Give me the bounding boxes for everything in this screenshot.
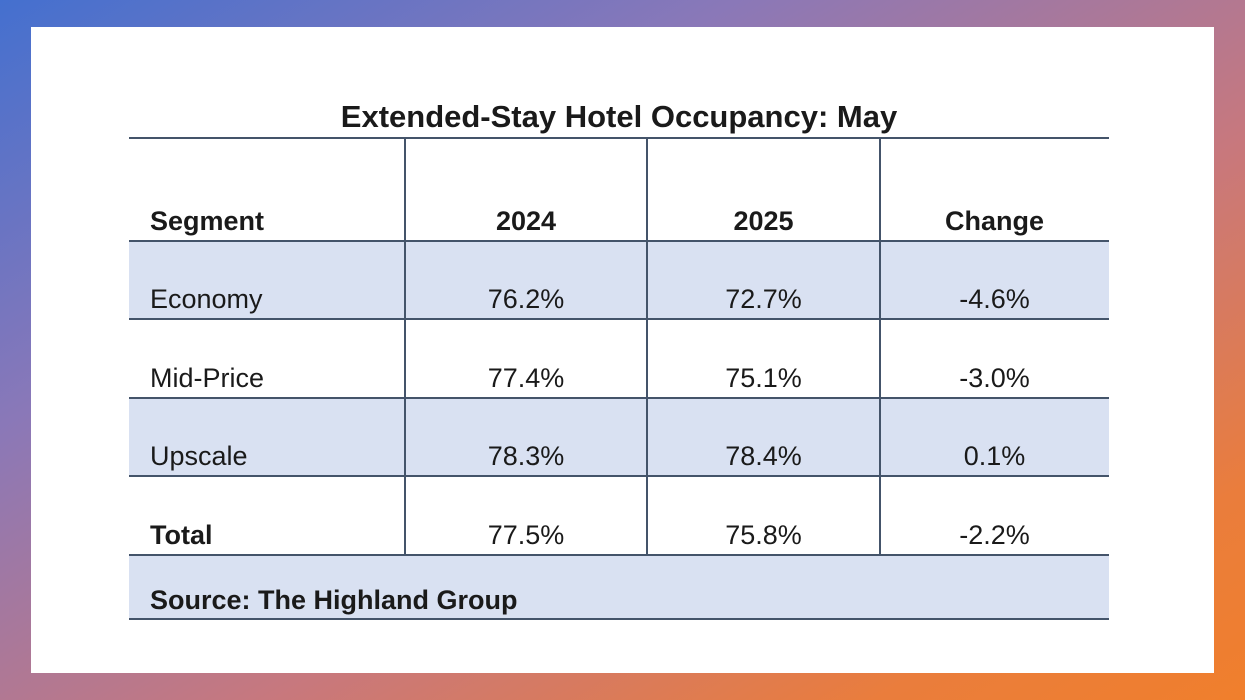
rule — [129, 318, 1109, 320]
rule — [129, 397, 1109, 399]
rule — [129, 618, 1109, 620]
column-divider — [404, 138, 406, 555]
header-segment: Segment — [150, 206, 265, 236]
header-change: Change — [944, 206, 1044, 236]
rule — [129, 475, 1109, 477]
cell-2024: 77.4% — [487, 363, 565, 393]
table-row: Mid-Price 77.4% 75.1% -3.0% — [129, 319, 1109, 398]
cell-2024: 78.3% — [487, 441, 565, 471]
cell-2025: 75.1% — [725, 363, 802, 393]
cell-segment: Upscale — [150, 441, 248, 471]
cell-2024: 76.2% — [487, 284, 565, 314]
cell-segment: Economy — [150, 284, 263, 314]
column-divider — [879, 138, 881, 555]
rule — [129, 240, 1109, 242]
column-divider — [646, 138, 648, 555]
rule — [129, 137, 1109, 139]
table-row-total: Total 77.5% 75.8% -2.2% — [129, 476, 1109, 555]
header-row: Segment 2024 2025 Change — [129, 138, 1109, 241]
cell-2025: 72.7% — [725, 284, 802, 314]
cell-change: -4.6% — [959, 284, 1030, 314]
rule — [129, 554, 1109, 556]
header-2024: 2024 — [495, 206, 557, 236]
cell-2024: 77.5% — [487, 520, 565, 550]
cell-2025: 78.4% — [725, 441, 802, 471]
cell-2025: 75.8% — [725, 520, 802, 550]
table-row: Economy 76.2% 72.7% -4.6% — [129, 241, 1109, 319]
cell-change: 0.1% — [963, 441, 1026, 471]
header-2025: 2025 — [733, 206, 794, 236]
source-row: Source: The Highland Group — [129, 555, 1109, 619]
cell-segment: Mid-Price — [150, 363, 265, 393]
table-title: Extended-Stay Hotel Occupancy: May — [340, 99, 898, 134]
cell-segment: Total — [150, 520, 213, 550]
source-note: Source: The Highland Group — [150, 585, 518, 615]
cell-change: -2.2% — [959, 520, 1030, 550]
table-row: Upscale 78.3% 78.4% 0.1% — [129, 398, 1109, 476]
cell-change: -3.0% — [959, 363, 1030, 393]
